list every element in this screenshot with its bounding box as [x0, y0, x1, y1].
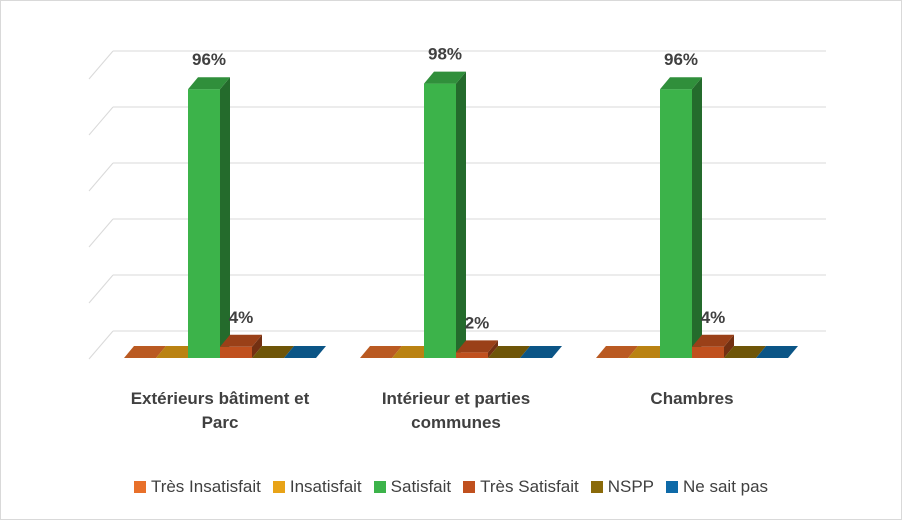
bar-top [252, 346, 294, 358]
legend-swatch [590, 481, 603, 493]
grid-line-side [88, 218, 114, 248]
legend-swatch [373, 481, 386, 493]
bar-front [220, 346, 252, 358]
bar-top [520, 346, 562, 358]
x-tick-label: Extérieurs bâtiment et Parc [130, 389, 310, 432]
grid-line-side [88, 162, 114, 192]
bar-front [188, 89, 220, 358]
bar-top [424, 71, 466, 84]
value-label: 2% [465, 313, 490, 332]
bar-top [628, 346, 670, 358]
value-label: 96% [192, 50, 226, 69]
bar-top [220, 334, 262, 347]
legend-item: Très Satisfait [463, 477, 579, 497]
legend-label: NSPP [607, 477, 655, 496]
bar-top [188, 77, 230, 90]
legend-swatch [133, 481, 146, 493]
legend-label: Insatisfait [289, 477, 362, 496]
bar-top [660, 77, 702, 90]
legend-label: Ne sait pas [683, 477, 769, 496]
legend-item: Insatisfait [272, 477, 362, 497]
bar-top [692, 334, 734, 347]
grid-line-side [88, 106, 114, 136]
bar-side [252, 334, 262, 358]
bar-top [360, 346, 402, 358]
bar-top [124, 346, 166, 358]
x-tick-label: Intérieur et parties communes [381, 389, 531, 432]
bar-front [424, 83, 456, 358]
bar-side [692, 77, 702, 358]
value-label: 4% [701, 308, 726, 327]
legend-item: Satisfait [373, 477, 452, 497]
bar-top [488, 346, 530, 358]
legend-item: Très Insatisfait [133, 477, 261, 497]
legend-swatch [666, 481, 679, 493]
bar-side [220, 77, 230, 358]
legend: Très Insatisfait Insatisfait Satisfait Très… [1, 477, 901, 497]
legend-label: Satisfait [390, 477, 452, 496]
bar-top [456, 340, 498, 353]
legend-label: Très Insatisfait [150, 477, 261, 496]
bar-top [596, 346, 638, 358]
grid-line-side [88, 274, 114, 304]
legend-item: NSPP [590, 477, 655, 497]
grid-line-side [88, 50, 114, 80]
bar-top [756, 346, 798, 358]
bar-top [392, 346, 434, 358]
value-label: 96% [664, 50, 698, 69]
bar-top [284, 346, 326, 358]
value-label: 4% [229, 308, 254, 327]
legend-swatch [463, 481, 476, 493]
x-tick-label: Chambres [650, 389, 734, 408]
legend-swatch [272, 481, 285, 493]
legend-item: Ne sait pas [666, 477, 768, 497]
bar-side [456, 71, 466, 358]
legend-label: Très Satisfait [480, 477, 579, 496]
bar-side [724, 334, 734, 358]
bar-top [156, 346, 198, 358]
bar-front [692, 346, 724, 358]
bar-top [724, 346, 766, 358]
bar-front [456, 352, 488, 358]
grid-line-side [88, 330, 114, 360]
bar-side [488, 340, 498, 358]
value-label: 98% [428, 45, 462, 64]
bar-front [660, 89, 692, 358]
